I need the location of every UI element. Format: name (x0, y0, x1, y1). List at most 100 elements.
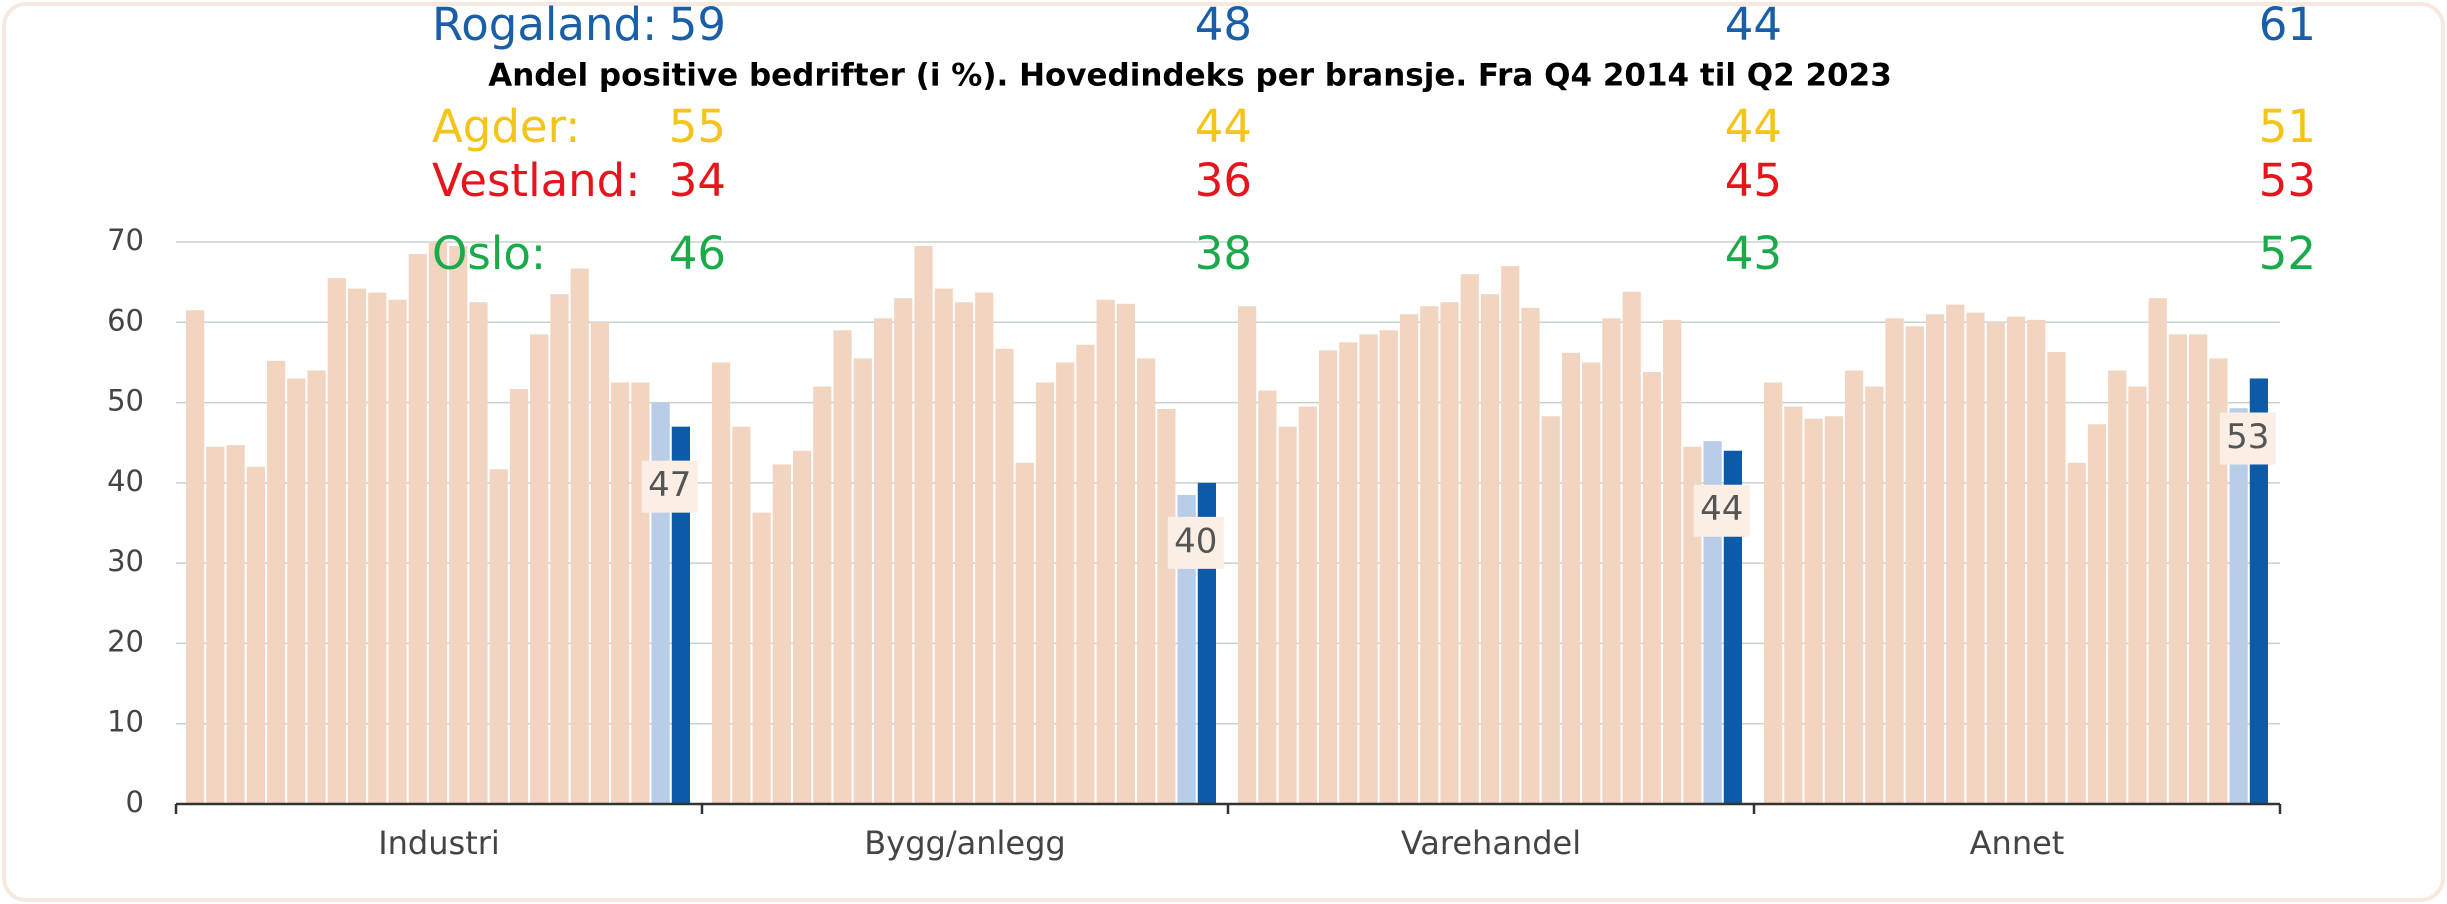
bar (206, 446, 225, 804)
region-value: 44 (1195, 100, 1252, 153)
bar (1076, 344, 1095, 804)
bar (1521, 307, 1540, 804)
bar (388, 299, 407, 804)
bar (1137, 358, 1156, 804)
x-tick-label: Varehandel (1401, 824, 1581, 862)
bar (2168, 334, 2188, 804)
region-value: 46 (669, 227, 726, 280)
bar (1035, 382, 1055, 804)
region-value: 36 (1195, 154, 1252, 207)
x-tick-label: Annet (1970, 824, 2065, 862)
bar (1359, 334, 1378, 804)
bar (1582, 362, 1601, 804)
bar (186, 310, 205, 804)
bar (1015, 462, 1034, 804)
data-label: 40 (1174, 521, 1217, 561)
data-label-box (1693, 484, 1750, 537)
bar (772, 464, 791, 804)
bar (1501, 266, 1520, 805)
bar (1238, 306, 1257, 804)
bar (611, 382, 630, 804)
region-value: 51 (2259, 100, 2316, 153)
bar (530, 334, 549, 804)
bar (327, 278, 346, 805)
bar (1298, 406, 1317, 804)
region-value: 43 (1725, 227, 1782, 280)
bar (246, 466, 265, 804)
bar (1561, 352, 1581, 804)
bar (428, 242, 448, 804)
bar (2128, 386, 2147, 804)
bar (833, 330, 852, 804)
bar (934, 288, 953, 805)
bar (995, 348, 1014, 804)
bar (2108, 370, 2127, 804)
data-label: 47 (648, 465, 691, 505)
bar (1663, 319, 1682, 804)
bar (550, 294, 569, 804)
bar (853, 358, 872, 804)
chart-title: Andel positive bedrifter (i %). Hovedind… (488, 58, 1892, 94)
region-value: 59 (669, 0, 726, 51)
bar (1056, 362, 1075, 804)
region-value: 48 (1195, 0, 1252, 51)
bar (1905, 326, 1924, 804)
bar (914, 246, 933, 804)
region-name: Rogaland: (432, 0, 657, 51)
bar (894, 298, 913, 804)
region-name: Agder: (432, 100, 580, 153)
y-tick-label: 50 (107, 384, 144, 418)
bar (1278, 426, 1297, 804)
bar (347, 288, 367, 805)
bar (368, 292, 387, 804)
bar (1177, 494, 1196, 804)
bar (1642, 372, 1662, 804)
bar (2027, 319, 2046, 804)
bar (2087, 424, 2107, 804)
bar (873, 318, 893, 804)
bar (1764, 382, 1783, 804)
bar (1379, 330, 1398, 804)
y-tick-label: 60 (107, 303, 144, 337)
region-value: 45 (1725, 154, 1782, 207)
bar (287, 378, 306, 804)
bar (732, 426, 751, 804)
y-tick-label: 70 (107, 223, 144, 257)
bar (2229, 408, 2248, 804)
bar (671, 426, 690, 804)
bar (2209, 358, 2228, 804)
bar (1986, 322, 2005, 804)
data-label-box (641, 460, 698, 513)
bar (1399, 314, 1419, 804)
bar (1946, 304, 1965, 804)
bar (489, 469, 508, 804)
region-name: Oslo: (432, 227, 546, 280)
y-tick-label: 20 (107, 624, 144, 658)
bar (2067, 462, 2086, 804)
bar (449, 246, 468, 804)
bar (1602, 318, 1621, 804)
bar (570, 268, 589, 805)
region-value: 53 (2259, 154, 2316, 207)
y-tick-label: 0 (126, 785, 144, 819)
region-value: 44 (1725, 0, 1782, 51)
bar (2047, 351, 2066, 804)
bar (2249, 378, 2268, 804)
bar (1541, 416, 1560, 804)
bar (954, 302, 974, 804)
bar (1966, 312, 1985, 804)
bar (590, 322, 610, 804)
bar (1865, 386, 1884, 804)
bar (1339, 342, 1358, 804)
x-tick-label: Bygg/anlegg (864, 824, 1065, 862)
bar (1460, 274, 1479, 805)
bar (1420, 306, 1439, 804)
bar (712, 362, 731, 804)
bar (1844, 370, 1864, 804)
region-value: 55 (669, 100, 726, 153)
region-name: Vestland: (432, 154, 640, 207)
bar (226, 445, 245, 804)
data-label: 53 (2226, 417, 2269, 457)
